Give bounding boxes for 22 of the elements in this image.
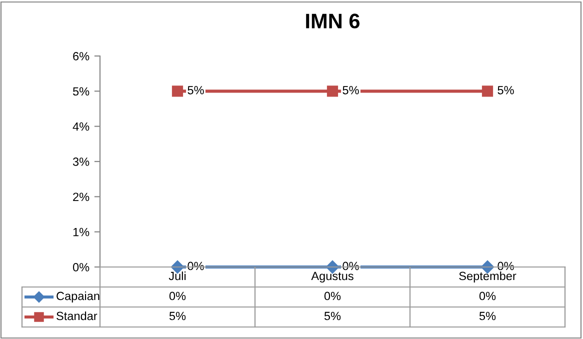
x-tick-label: Agustus bbox=[311, 272, 354, 283]
y-tick-label: 0% bbox=[72, 263, 90, 272]
data-label: 5% bbox=[169, 312, 186, 320]
x-tick-label: September bbox=[459, 271, 516, 283]
y-tick-label: 4% bbox=[72, 122, 90, 131]
x-tick-label: Juli bbox=[168, 271, 186, 280]
data-label: 0% bbox=[324, 292, 341, 300]
y-tick-label: 2% bbox=[73, 192, 90, 202]
y-tick-label: 3% bbox=[72, 158, 90, 166]
chart-title: IMN 6 bbox=[306, 14, 360, 28]
y-tick-label: 5% bbox=[72, 87, 90, 96]
data-label: 5% bbox=[324, 312, 341, 320]
data-label: 0% bbox=[479, 292, 496, 300]
legend-label: Standar bbox=[56, 311, 98, 320]
data-label: 0% bbox=[169, 292, 186, 300]
text: 5% bbox=[498, 86, 514, 94]
text: 5% bbox=[342, 86, 359, 94]
data-label: 5% bbox=[479, 312, 496, 320]
y-tick-label: 6% bbox=[73, 52, 90, 60]
legend-label: Capaian bbox=[56, 291, 100, 302]
text: 5% bbox=[188, 86, 204, 94]
y-tick-label: 1% bbox=[73, 228, 90, 236]
